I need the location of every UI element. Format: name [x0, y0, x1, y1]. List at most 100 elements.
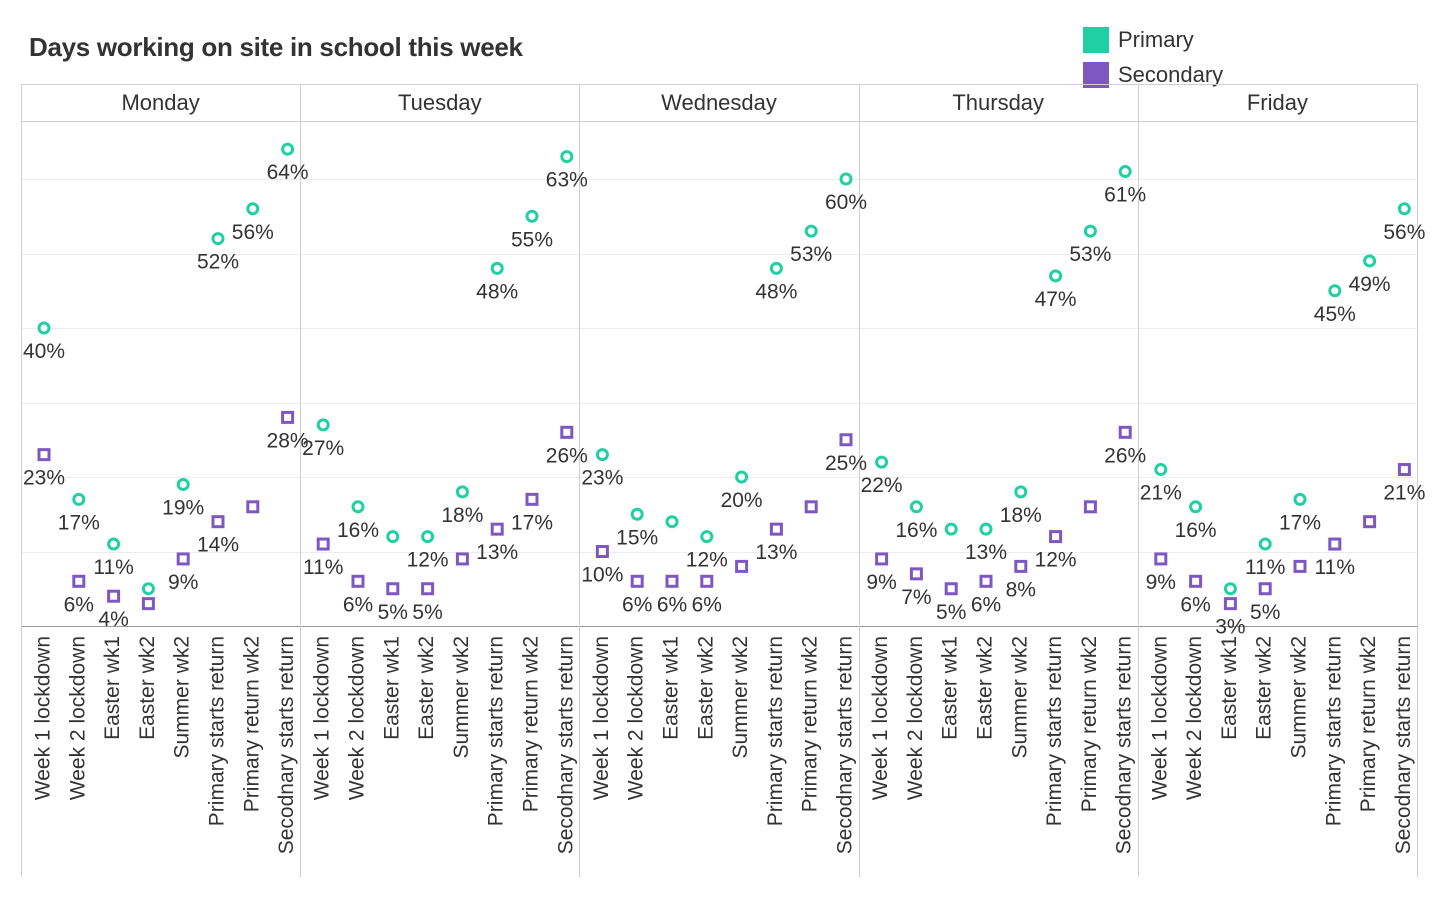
secondary-point	[386, 582, 400, 596]
primary-data-label: 63%	[546, 169, 588, 192]
secondary-point	[875, 552, 889, 566]
secondary-data-label: 14%	[197, 534, 239, 557]
primary-point	[1223, 582, 1237, 596]
primary-data-label: 48%	[476, 280, 518, 303]
secondary-point	[1049, 530, 1063, 544]
secondary-point	[246, 500, 260, 514]
secondary-data-label: 6%	[971, 593, 1001, 616]
secondary-data-label: 6%	[657, 593, 687, 616]
secondary-point	[525, 492, 539, 506]
secondary-point	[700, 574, 714, 588]
primary-data-label: 61%	[1104, 184, 1146, 207]
primary-point	[1293, 492, 1307, 506]
secondary-data-label: 6%	[622, 593, 652, 616]
primary-data-label: 27%	[302, 437, 344, 460]
primary-data-label: 60%	[825, 191, 867, 214]
primary-point	[1049, 269, 1063, 283]
x-tick-label: Week 2 lockdown	[346, 636, 369, 800]
secondary-point	[1397, 463, 1411, 477]
primary-data-label: 13%	[965, 541, 1007, 564]
panel-header-wednesday: Wednesday	[661, 90, 777, 115]
secondary-data-label: 4%	[98, 608, 128, 631]
secondary-data-label: 5%	[378, 601, 408, 624]
primary-point	[1363, 254, 1377, 268]
primary-data-label: 23%	[581, 467, 623, 490]
secondary-point	[1014, 559, 1028, 573]
legend-label-primary: Primary	[1118, 26, 1194, 52]
x-tick-label: Easter wk1	[1218, 636, 1241, 740]
primary-point	[281, 142, 295, 156]
secondary-data-label: 13%	[755, 541, 797, 564]
primary-point	[455, 485, 469, 499]
x-tick-label: Easter wk2	[136, 636, 159, 740]
secondary-point	[421, 582, 435, 596]
legend-item-secondary[interactable]: Secondary	[1083, 57, 1223, 92]
primary-data-label: 21%	[1140, 482, 1182, 505]
panel-header-friday: Friday	[1247, 90, 1308, 115]
secondary-data-label: 26%	[1104, 444, 1146, 467]
x-tick-label: Week 1 lockdown	[311, 636, 334, 800]
primary-point	[1328, 284, 1342, 298]
secondary-data-label: 9%	[168, 571, 198, 594]
primary-point	[909, 500, 923, 514]
secondary-data-label: 10%	[581, 564, 623, 587]
primary-data-label: 16%	[337, 519, 379, 542]
x-tick-label: Week 2 lockdown	[1183, 636, 1206, 800]
secondary-point	[72, 574, 86, 588]
x-tick-label: Easter wk1	[939, 636, 962, 740]
primary-point	[1014, 485, 1028, 499]
secondary-point	[769, 522, 783, 536]
secondary-point	[1258, 582, 1272, 596]
secondary-point	[211, 515, 225, 529]
secondary-point	[1083, 500, 1097, 514]
primary-point	[107, 537, 121, 551]
primary-point	[804, 224, 818, 238]
secondary-data-label: 13%	[476, 541, 518, 564]
primary-point	[1189, 500, 1203, 514]
x-tick-label: Summer wk2	[1008, 636, 1031, 759]
primary-data-label: 53%	[1069, 243, 1111, 266]
primary-point	[490, 261, 504, 275]
primary-point	[1154, 463, 1168, 477]
x-tick-label: Week 1 lockdown	[1148, 636, 1171, 800]
secondary-data-label: 11%	[303, 556, 343, 579]
primary-point	[630, 507, 644, 521]
primary-point	[700, 530, 714, 544]
primary-data-label: 18%	[441, 504, 483, 527]
primary-point	[595, 448, 609, 462]
secondary-point	[665, 574, 679, 588]
primary-point	[386, 530, 400, 544]
x-tick-label: Summer wk2	[729, 636, 752, 759]
secondary-data-label: 5%	[412, 601, 442, 624]
secondary-data-label: 6%	[1180, 593, 1210, 616]
x-tick-label: Primary return wk2	[1078, 636, 1101, 812]
primary-data-label: 47%	[1035, 288, 1077, 311]
secondary-point	[630, 574, 644, 588]
primary-data-label: 18%	[1000, 504, 1042, 527]
primary-data-label: 20%	[721, 489, 763, 512]
panel-header-tuesday: Tuesday	[398, 90, 482, 115]
x-tick-label: Primary return wk2	[520, 636, 543, 812]
secondary-point	[1118, 425, 1132, 439]
primary-point	[421, 530, 435, 544]
secondary-point	[1154, 552, 1168, 566]
primary-data-label: 17%	[58, 511, 100, 534]
secondary-point	[1363, 515, 1377, 529]
primary-point	[72, 492, 86, 506]
primary-point	[1118, 165, 1132, 179]
x-tick-label: Primary return wk2	[1357, 636, 1380, 812]
primary-point	[1083, 224, 1097, 238]
x-tick-label: Primary starts return	[1322, 636, 1345, 826]
primary-data-label: 49%	[1349, 273, 1391, 296]
legend-label-secondary: Secondary	[1118, 61, 1224, 87]
legend-item-primary[interactable]: Primary	[1083, 22, 1223, 57]
secondary-point	[490, 522, 504, 536]
primary-data-label: 56%	[1383, 221, 1425, 244]
primary-data-label: 12%	[686, 549, 728, 572]
legend-swatch-secondary	[1083, 61, 1109, 88]
primary-data-label: 15%	[616, 526, 658, 549]
secondary-data-label: 3%	[1215, 616, 1245, 639]
legend: Primary Secondary	[1083, 22, 1223, 92]
legend-swatch-primary	[1083, 26, 1109, 53]
